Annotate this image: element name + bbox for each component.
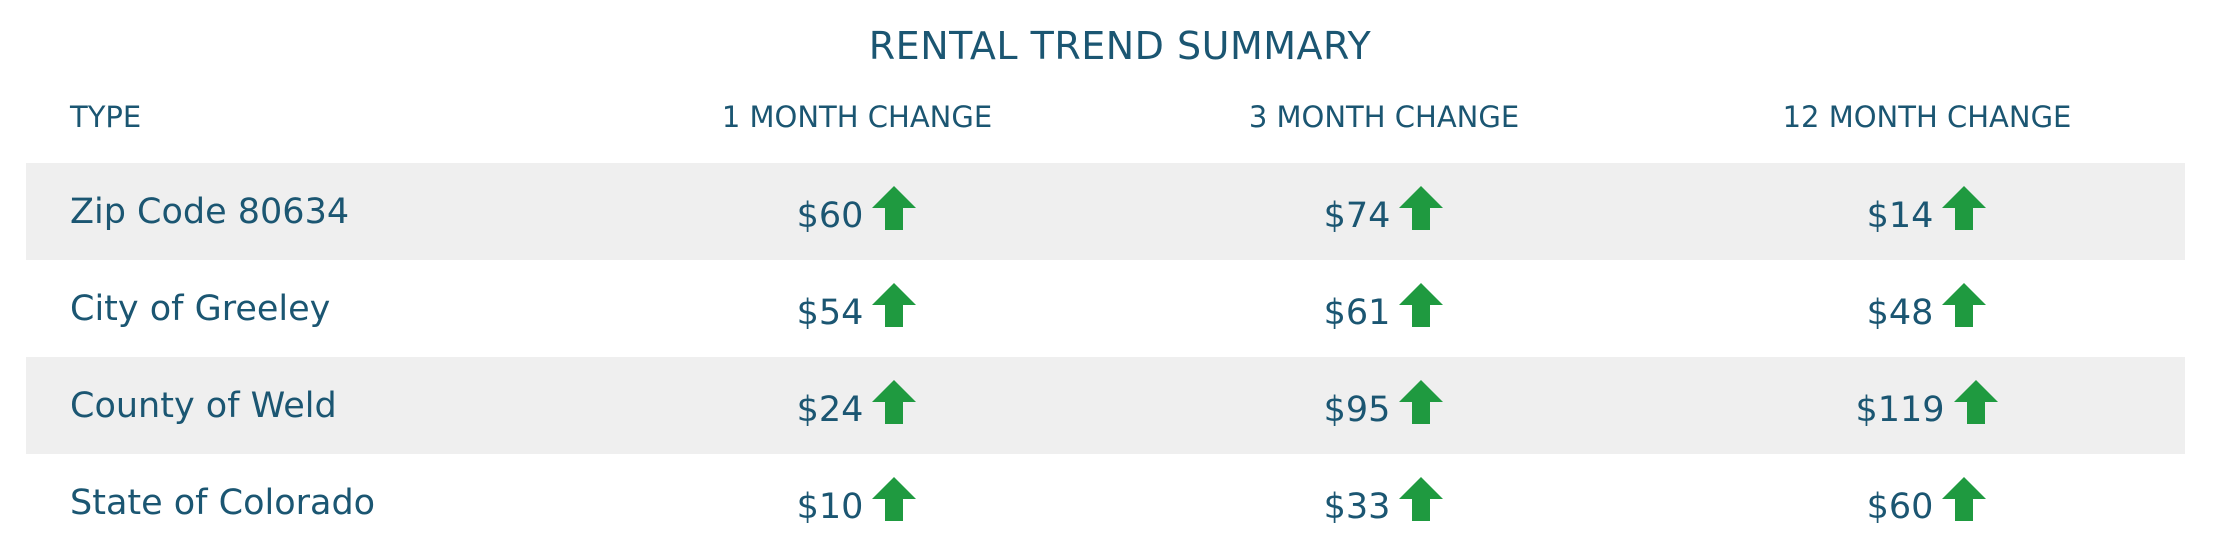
title: RENTAL TREND SUMMARY	[868, 24, 1372, 68]
up-arrow-shape	[872, 379, 917, 424]
value-cell: $33	[1184, 454, 1584, 551]
value: $33	[1323, 486, 1391, 527]
up-arrow-shape	[1399, 379, 1444, 424]
column-header: TYPE	[70, 100, 142, 134]
table-row: County of Weld $24 $95 $119	[26, 357, 2185, 454]
value-cell: $24	[657, 357, 1057, 454]
row-label: State of Colorado	[70, 482, 376, 523]
up-arrow-shape	[1942, 476, 1987, 521]
value-cell: $74	[1184, 163, 1584, 260]
up-arrow-shape	[872, 185, 917, 230]
up-arrow	[1399, 185, 1444, 230]
column-header: 12 MONTH CHANGE	[1782, 100, 2072, 134]
up-arrow-shape	[872, 282, 917, 327]
up-arrow	[1942, 476, 1987, 521]
up-arrow	[872, 185, 917, 230]
value: $60	[1866, 486, 1934, 527]
up-arrow	[1399, 476, 1444, 521]
up-arrow	[872, 476, 917, 521]
up-arrow	[872, 282, 917, 327]
value-cell: $60	[657, 163, 1057, 260]
up-arrow-shape	[1953, 379, 1998, 424]
up-arrow	[1399, 379, 1444, 424]
value-cell: $48	[1727, 260, 2127, 357]
table-row: City of Greeley $54 $61 $48	[26, 260, 2185, 357]
value: $48	[1866, 292, 1934, 333]
up-arrow-shape	[1399, 185, 1444, 230]
value: $10	[796, 486, 864, 527]
up-arrow	[1942, 282, 1987, 327]
value: $54	[796, 292, 864, 333]
table-row: State of Colorado $10 $33 $60	[26, 454, 2185, 551]
row-label: Zip Code 80634	[70, 191, 350, 232]
up-arrow-shape	[1399, 476, 1444, 521]
up-arrow	[1953, 379, 1998, 424]
up-arrow-shape	[1399, 282, 1444, 327]
value: $119	[1855, 389, 1945, 430]
column-header: 1 MONTH CHANGE	[721, 100, 993, 134]
value-cell: $14	[1727, 163, 2127, 260]
value-cell: $119	[1727, 357, 2127, 454]
value-cell: $60	[1727, 454, 2127, 551]
up-arrow-shape	[1942, 282, 1987, 327]
value: $95	[1323, 389, 1391, 430]
up-arrow	[1942, 185, 1987, 230]
value: $14	[1866, 195, 1934, 236]
up-arrow-shape	[872, 476, 917, 521]
up-arrow	[872, 379, 917, 424]
up-arrow-shape	[1942, 185, 1987, 230]
value-cell: $54	[657, 260, 1057, 357]
value: $60	[796, 195, 864, 236]
value: $74	[1323, 195, 1391, 236]
column-header: 3 MONTH CHANGE	[1248, 100, 1520, 134]
row-label: City of Greeley	[70, 288, 331, 329]
value-cell: $10	[657, 454, 1057, 551]
value: $61	[1323, 292, 1391, 333]
row-label: County of Weld	[70, 385, 337, 426]
up-arrow	[1399, 282, 1444, 327]
value: $24	[796, 389, 864, 430]
value-cell: $95	[1184, 357, 1584, 454]
value-cell: $61	[1184, 260, 1584, 357]
table-row: Zip Code 80634 $60 $74 $14	[26, 163, 2185, 260]
